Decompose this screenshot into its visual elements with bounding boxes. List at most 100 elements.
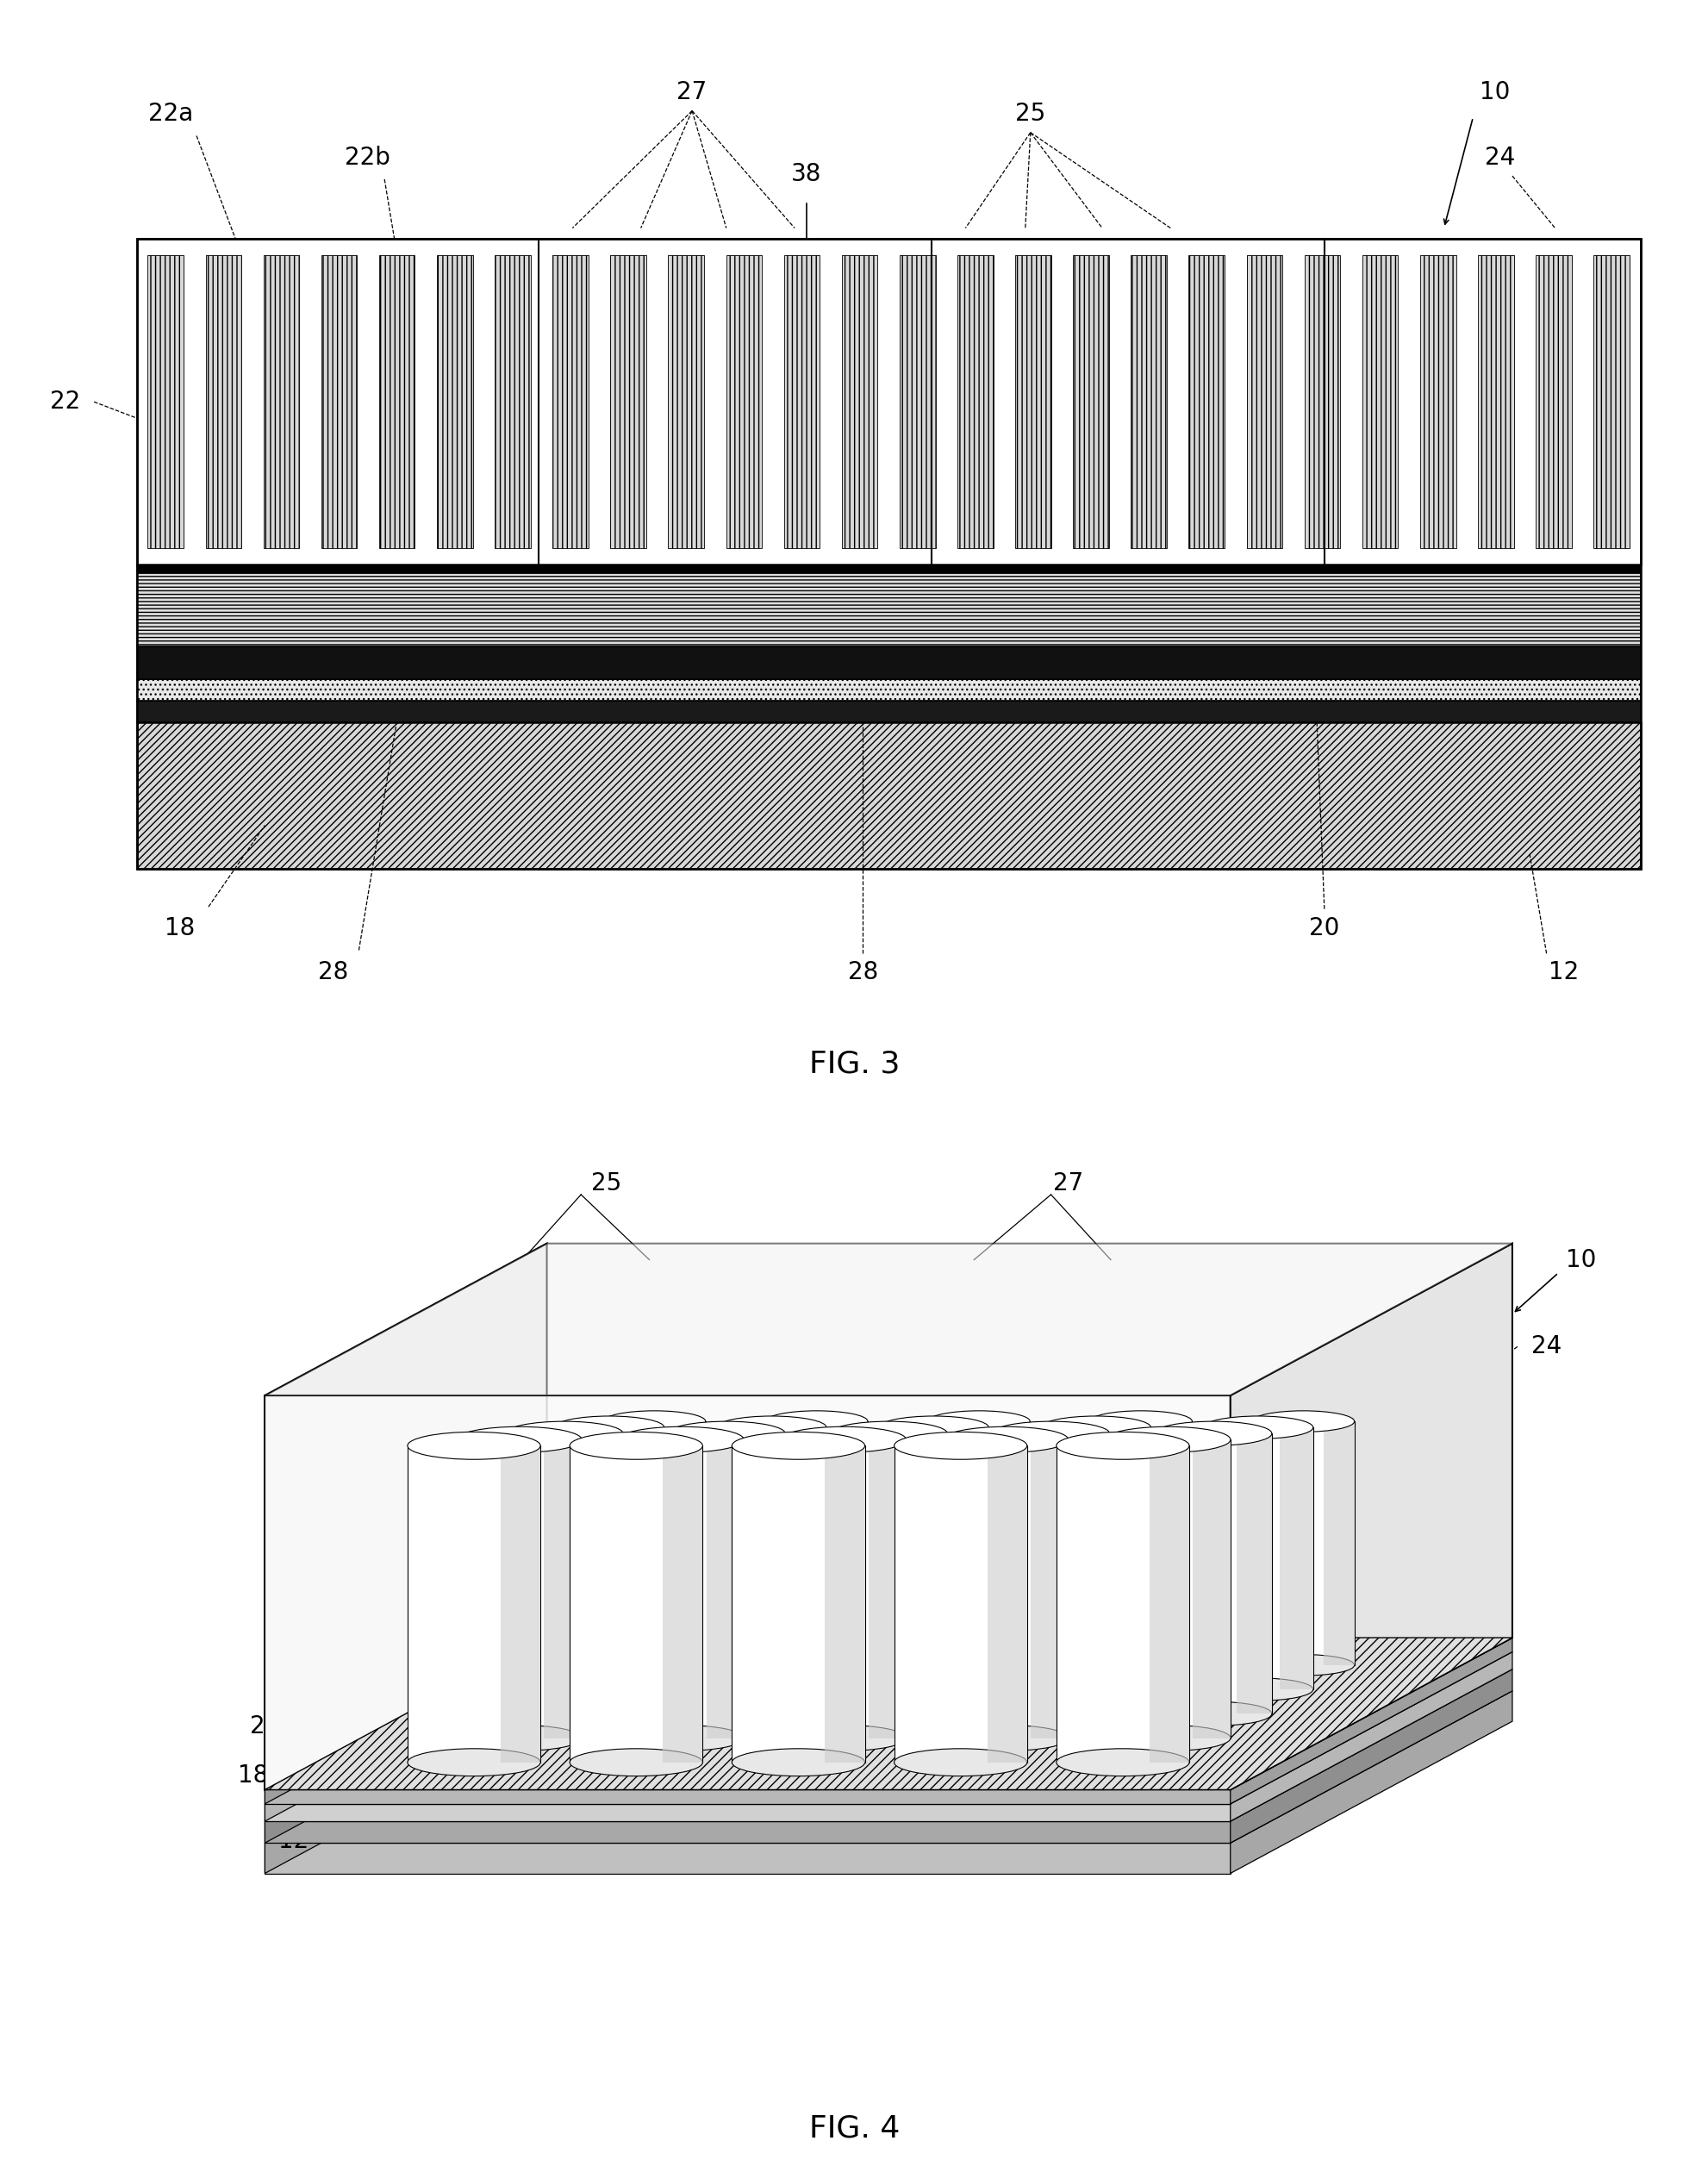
Bar <box>1015 256 1050 550</box>
Ellipse shape <box>1202 1679 1312 1701</box>
Ellipse shape <box>668 1420 784 1447</box>
Bar <box>1303 256 1339 550</box>
Ellipse shape <box>1153 1701 1271 1727</box>
Text: 10: 10 <box>1565 1247 1595 1273</box>
Ellipse shape <box>603 1655 705 1675</box>
Ellipse shape <box>456 1427 581 1453</box>
Ellipse shape <box>1105 1725 1230 1751</box>
Ellipse shape <box>1056 1748 1189 1777</box>
Polygon shape <box>927 1420 1030 1666</box>
Text: 24: 24 <box>1530 1334 1561 1360</box>
Bar <box>137 565 1640 647</box>
Polygon shape <box>837 1420 868 1666</box>
Polygon shape <box>1056 1447 1189 1761</box>
Ellipse shape <box>1040 1679 1149 1701</box>
Bar <box>1247 256 1281 550</box>
Ellipse shape <box>1105 1427 1230 1453</box>
Ellipse shape <box>1202 1416 1312 1438</box>
Polygon shape <box>943 1440 1068 1738</box>
Polygon shape <box>716 1427 827 1690</box>
Ellipse shape <box>407 1431 540 1460</box>
Polygon shape <box>1230 1638 1512 1803</box>
Polygon shape <box>265 1394 1230 1790</box>
Ellipse shape <box>569 1431 702 1460</box>
Polygon shape <box>265 1690 1512 1842</box>
Bar <box>842 256 878 550</box>
Text: FIG. 4: FIG. 4 <box>808 2113 900 2144</box>
Text: 28: 28 <box>318 960 348 984</box>
Ellipse shape <box>781 1427 905 1453</box>
Polygon shape <box>912 1434 946 1714</box>
Ellipse shape <box>1040 1416 1149 1438</box>
Bar <box>321 256 357 550</box>
Ellipse shape <box>781 1725 905 1751</box>
Polygon shape <box>781 1440 905 1738</box>
Polygon shape <box>265 1651 1512 1803</box>
Polygon shape <box>765 1420 868 1666</box>
Polygon shape <box>731 1447 864 1761</box>
Text: 24: 24 <box>1484 146 1515 169</box>
Ellipse shape <box>506 1420 623 1447</box>
Ellipse shape <box>1252 1655 1354 1675</box>
Polygon shape <box>663 1447 702 1761</box>
Text: 27: 27 <box>676 80 707 104</box>
Bar <box>1477 256 1513 550</box>
Text: 28: 28 <box>847 960 878 984</box>
Polygon shape <box>618 1440 743 1738</box>
Text: 22: 22 <box>50 389 80 415</box>
Ellipse shape <box>553 1679 664 1701</box>
Polygon shape <box>893 1447 1027 1761</box>
Text: 25: 25 <box>1015 102 1045 126</box>
Polygon shape <box>265 1842 1230 1872</box>
Polygon shape <box>265 1820 1230 1842</box>
Ellipse shape <box>716 1679 827 1701</box>
Ellipse shape <box>407 1748 540 1777</box>
Text: 10: 10 <box>1479 80 1510 104</box>
Bar <box>1419 256 1455 550</box>
Ellipse shape <box>765 1412 868 1431</box>
Polygon shape <box>543 1440 581 1738</box>
Ellipse shape <box>731 1748 864 1777</box>
Bar <box>147 256 183 550</box>
Bar <box>263 256 299 550</box>
Polygon shape <box>825 1447 864 1761</box>
Polygon shape <box>456 1440 581 1738</box>
Polygon shape <box>1230 1242 1512 1790</box>
Polygon shape <box>750 1434 784 1714</box>
Polygon shape <box>793 1427 827 1690</box>
Ellipse shape <box>1056 1431 1189 1460</box>
Polygon shape <box>603 1420 705 1666</box>
Polygon shape <box>1040 1427 1149 1690</box>
Ellipse shape <box>943 1725 1068 1751</box>
Polygon shape <box>1252 1420 1354 1666</box>
Ellipse shape <box>992 1420 1108 1447</box>
Bar <box>1594 256 1629 550</box>
Ellipse shape <box>618 1427 743 1453</box>
Bar <box>379 256 415 550</box>
Polygon shape <box>265 1668 547 1842</box>
Bar <box>137 239 1640 565</box>
Polygon shape <box>500 1447 540 1761</box>
Polygon shape <box>265 1790 1230 1803</box>
Polygon shape <box>1230 1651 1512 1820</box>
Polygon shape <box>992 1434 1108 1714</box>
Text: FIG. 3: FIG. 3 <box>808 1049 900 1079</box>
Polygon shape <box>1117 1427 1149 1690</box>
Ellipse shape <box>878 1416 989 1438</box>
Ellipse shape <box>765 1655 868 1675</box>
Polygon shape <box>265 1638 547 1803</box>
Polygon shape <box>407 1447 540 1761</box>
Ellipse shape <box>716 1416 827 1438</box>
Polygon shape <box>1324 1420 1354 1666</box>
Polygon shape <box>705 1440 743 1738</box>
Polygon shape <box>265 1242 547 1790</box>
Bar <box>137 699 1640 721</box>
Bar <box>1131 256 1167 550</box>
Ellipse shape <box>943 1427 1068 1453</box>
Text: 20: 20 <box>249 1714 280 1740</box>
Text: 22b: 22b <box>345 146 389 169</box>
Polygon shape <box>265 1668 1512 1820</box>
Text: 12: 12 <box>278 1829 309 1853</box>
Bar <box>1189 256 1225 550</box>
Polygon shape <box>1230 1690 1512 1872</box>
